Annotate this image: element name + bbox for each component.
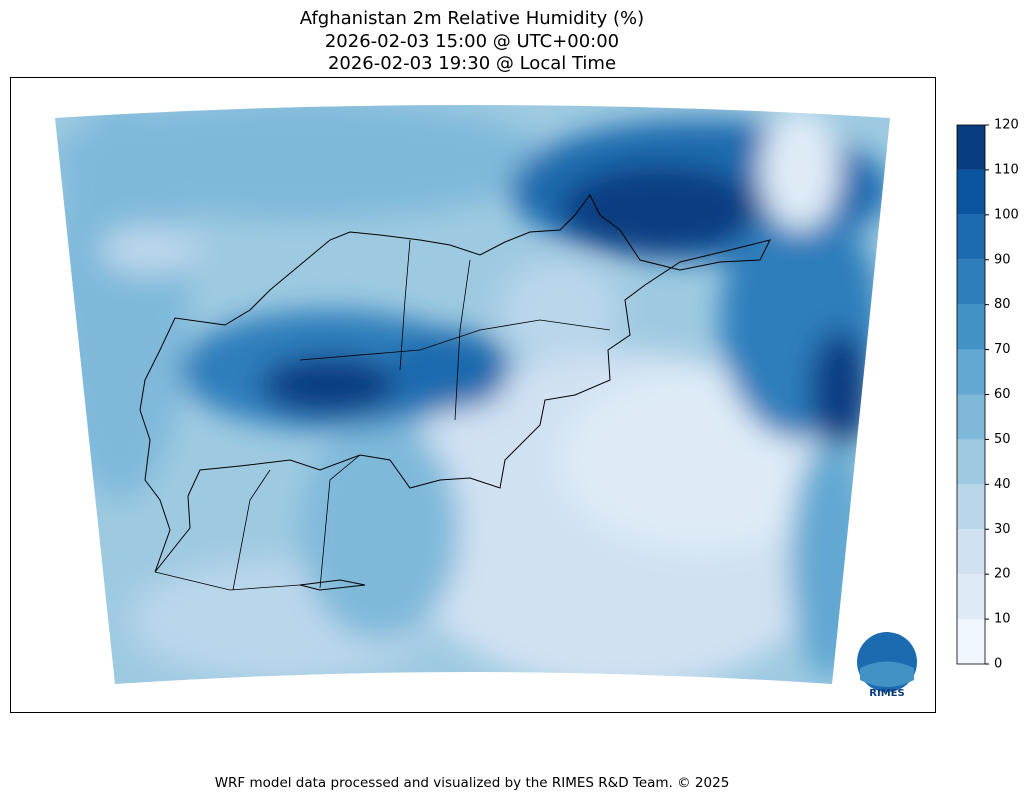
- colorbar-band: [957, 439, 985, 485]
- humidity-field: [55, 105, 890, 684]
- colorbar-tick-label: 40: [994, 477, 1011, 492]
- colorbar-tick-label: 80: [994, 297, 1011, 312]
- colorbar-band: [957, 125, 985, 170]
- colorbar-band: [957, 574, 985, 620]
- colorbar-tick-label: 100: [994, 207, 1019, 222]
- colorbar-tick-label: 110: [994, 162, 1019, 177]
- title-line: 2026-02-03 15:00 @ UTC+00:00: [325, 31, 619, 52]
- colorbar-tick-label: 70: [994, 342, 1011, 357]
- colorbar-band: [957, 214, 985, 260]
- colorbar-tick-label: 30: [994, 522, 1011, 537]
- colorbar-tick-label: 120: [994, 118, 1019, 133]
- country-outline: [139, 194, 771, 591]
- logo-text: RIMES: [869, 688, 904, 699]
- colorbar-tick-label: 20: [994, 567, 1011, 582]
- colorbar-tick-label: 50: [994, 432, 1011, 447]
- colorbar-tick-label: 0: [994, 657, 1002, 672]
- title-line: 2026-02-03 19:30 @ Local Time: [328, 53, 616, 74]
- title-line: Afghanistan 2m Relative Humidity (%): [300, 8, 644, 29]
- colorbar-tick-label: 60: [994, 387, 1011, 402]
- colorbar-band: [957, 529, 985, 575]
- colorbar-tick-label: 10: [994, 612, 1011, 627]
- colorbar-band: [957, 394, 985, 440]
- colorbar-band: [957, 169, 985, 215]
- colorbar-band: [957, 349, 985, 395]
- province-borders: [154, 239, 611, 591]
- colorbar-band: [957, 259, 985, 305]
- logo: RIMES: [857, 632, 917, 699]
- colorbar-band: [957, 484, 985, 530]
- footer: WRF model data processed and visualized …: [215, 775, 730, 791]
- colorbar: 0 10 20 30 40 50 60 70 80 90 100 110 120: [956, 118, 1019, 672]
- colorbar-band: [957, 619, 985, 664]
- colorbar-tick-label: 90: [994, 252, 1011, 267]
- colorbar-band: [957, 304, 985, 350]
